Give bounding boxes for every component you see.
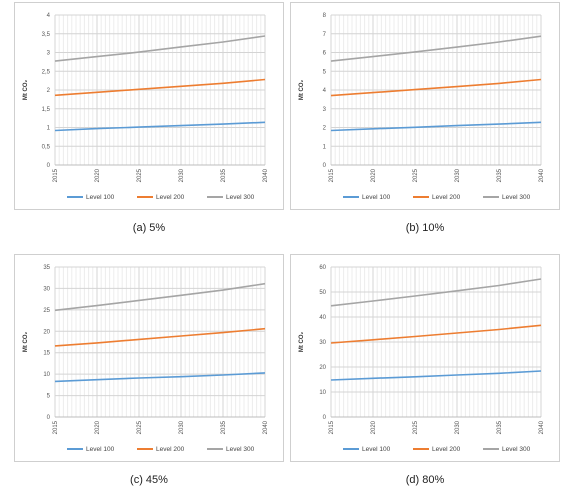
y-tick-label: 10 (319, 390, 326, 396)
x-tick-label: 2025 (137, 420, 143, 434)
y-axis-label: Mt CO₂ (23, 332, 29, 353)
line-chart-a: 0 0,5 1 1,5 2 2,5 3 3,5 4 2015 2020 2025 2030 2035 204… (23, 13, 269, 201)
y-tick-label: 1 (323, 144, 327, 150)
x-tick-label: 2015 (53, 168, 59, 182)
x-tick-label: 2020 (95, 168, 101, 182)
y-tick-label: 35 (43, 265, 50, 271)
x-tick-label: 2035 (221, 420, 227, 434)
y-tick-label: 0 (47, 415, 51, 421)
chart-panel-c: 0 5 10 15 20 25 30 35 2015 2020 2025 2030 2035 2040 Mt… (14, 254, 284, 462)
legend-label-2: Level 200 (156, 446, 185, 453)
x-tick-label: 2025 (413, 420, 419, 434)
y-tick-label: 40 (319, 315, 326, 321)
series-line-2 (330, 78, 542, 97)
x-tick-label: 2040 (263, 420, 269, 434)
x-tick-label: 2035 (497, 168, 503, 182)
series-line-3 (330, 278, 542, 307)
line-chart-b: 0 1 2 3 4 5 6 7 8 2015 2020 2025 2030 2035 2040 Mt CO₂ L… (299, 13, 545, 201)
caption-b: (b) 10% (405, 222, 445, 234)
x-tick-label: 2015 (329, 420, 335, 434)
legend-label-3: Level 300 (226, 194, 255, 201)
x-tick-label: 2035 (221, 168, 227, 182)
legend-label-1: Level 100 (86, 194, 115, 201)
y-tick-label: 3 (323, 107, 327, 113)
x-tick-label: 2020 (371, 420, 377, 434)
x-tick-label: 2030 (455, 168, 461, 182)
x-tick-label: 2040 (539, 420, 545, 434)
x-tick-label: 2035 (497, 420, 503, 434)
series-line-1 (330, 370, 542, 381)
y-tick-label: 20 (319, 365, 326, 371)
y-tick-label: 30 (43, 286, 50, 292)
legend-label-2: Level 200 (432, 194, 461, 201)
x-tick-label: 2025 (137, 168, 143, 182)
series-line-1 (330, 121, 542, 132)
caption-d: (d) 80% (405, 474, 445, 486)
y-tick-label: 25 (43, 308, 50, 314)
x-tick-label: 2030 (179, 420, 185, 434)
chart-panel-b: 0 1 2 3 4 5 6 7 8 2015 2020 2025 2030 2035 2040 Mt CO₂ L… (290, 2, 560, 210)
legend-label-3: Level 300 (226, 446, 255, 453)
y-axis-label: Mt CO₂ (23, 80, 29, 101)
y-tick-label: 10 (43, 372, 50, 378)
y-tick-label: 50 (319, 290, 326, 296)
x-tick-label: 2015 (53, 420, 59, 434)
series-line-3 (54, 282, 266, 312)
legend-label-1: Level 100 (362, 446, 391, 453)
y-tick-label: 30 (319, 340, 326, 346)
series-line-2 (54, 78, 266, 97)
y-tick-label: 5 (47, 394, 51, 400)
y-tick-label: 1,5 (42, 107, 51, 113)
y-tick-label: 60 (319, 265, 326, 271)
y-tick-label: 6 (323, 51, 327, 57)
chart-panel-a: 0 0,5 1 1,5 2 2,5 3 3,5 4 2015 2020 2025 2030 2035 204… (14, 2, 284, 210)
series-line-3 (54, 35, 266, 62)
y-axis-label: Mt CO₂ (299, 80, 305, 101)
y-tick-label: 7 (323, 32, 327, 38)
series-line-2 (54, 327, 266, 347)
caption-a: (a) 5% (132, 222, 166, 234)
legend-label-2: Level 200 (156, 194, 185, 201)
y-tick-label: 3,5 (42, 32, 51, 38)
series-line-3 (330, 35, 542, 62)
x-tick-label: 2030 (179, 168, 185, 182)
y-tick-label: 2 (323, 126, 327, 132)
legend-label-3: Level 300 (502, 446, 531, 453)
y-tick-label: 5 (323, 69, 327, 75)
x-tick-label: 2040 (263, 168, 269, 182)
y-tick-label: 1 (47, 126, 51, 132)
y-tick-label: 20 (43, 329, 50, 335)
legend-label-1: Level 100 (86, 446, 115, 453)
y-tick-label: 4 (47, 13, 51, 19)
y-tick-label: 0,5 (42, 144, 51, 150)
x-tick-label: 2030 (455, 420, 461, 434)
x-tick-label: 2020 (371, 168, 377, 182)
x-tick-label: 2025 (413, 168, 419, 182)
legend-label-2: Level 200 (432, 446, 461, 453)
chart-panel-d: 0 10 20 30 40 50 60 2015 2020 2025 2030 2035 2040 Mt … (290, 254, 560, 462)
y-tick-label: 0 (323, 163, 327, 169)
y-tick-label: 3 (47, 51, 51, 57)
y-axis-label: Mt CO₂ (299, 332, 305, 353)
y-tick-label: 0 (323, 415, 327, 421)
y-tick-label: 0 (47, 163, 51, 169)
y-tick-label: 2 (47, 88, 51, 94)
y-tick-label: 8 (323, 13, 327, 19)
legend-label-1: Level 100 (362, 194, 391, 201)
x-tick-label: 2020 (95, 420, 101, 434)
legend-label-3: Level 300 (502, 194, 531, 201)
y-tick-label: 2,5 (42, 69, 51, 75)
x-tick-label: 2015 (329, 168, 335, 182)
y-tick-label: 4 (323, 88, 327, 94)
caption-c: (c) 45% (130, 474, 168, 486)
x-tick-label: 2040 (539, 168, 545, 182)
series-line-2 (330, 324, 542, 344)
series-line-1 (54, 121, 266, 132)
series-line-1 (54, 372, 266, 383)
y-tick-label: 15 (43, 351, 50, 357)
